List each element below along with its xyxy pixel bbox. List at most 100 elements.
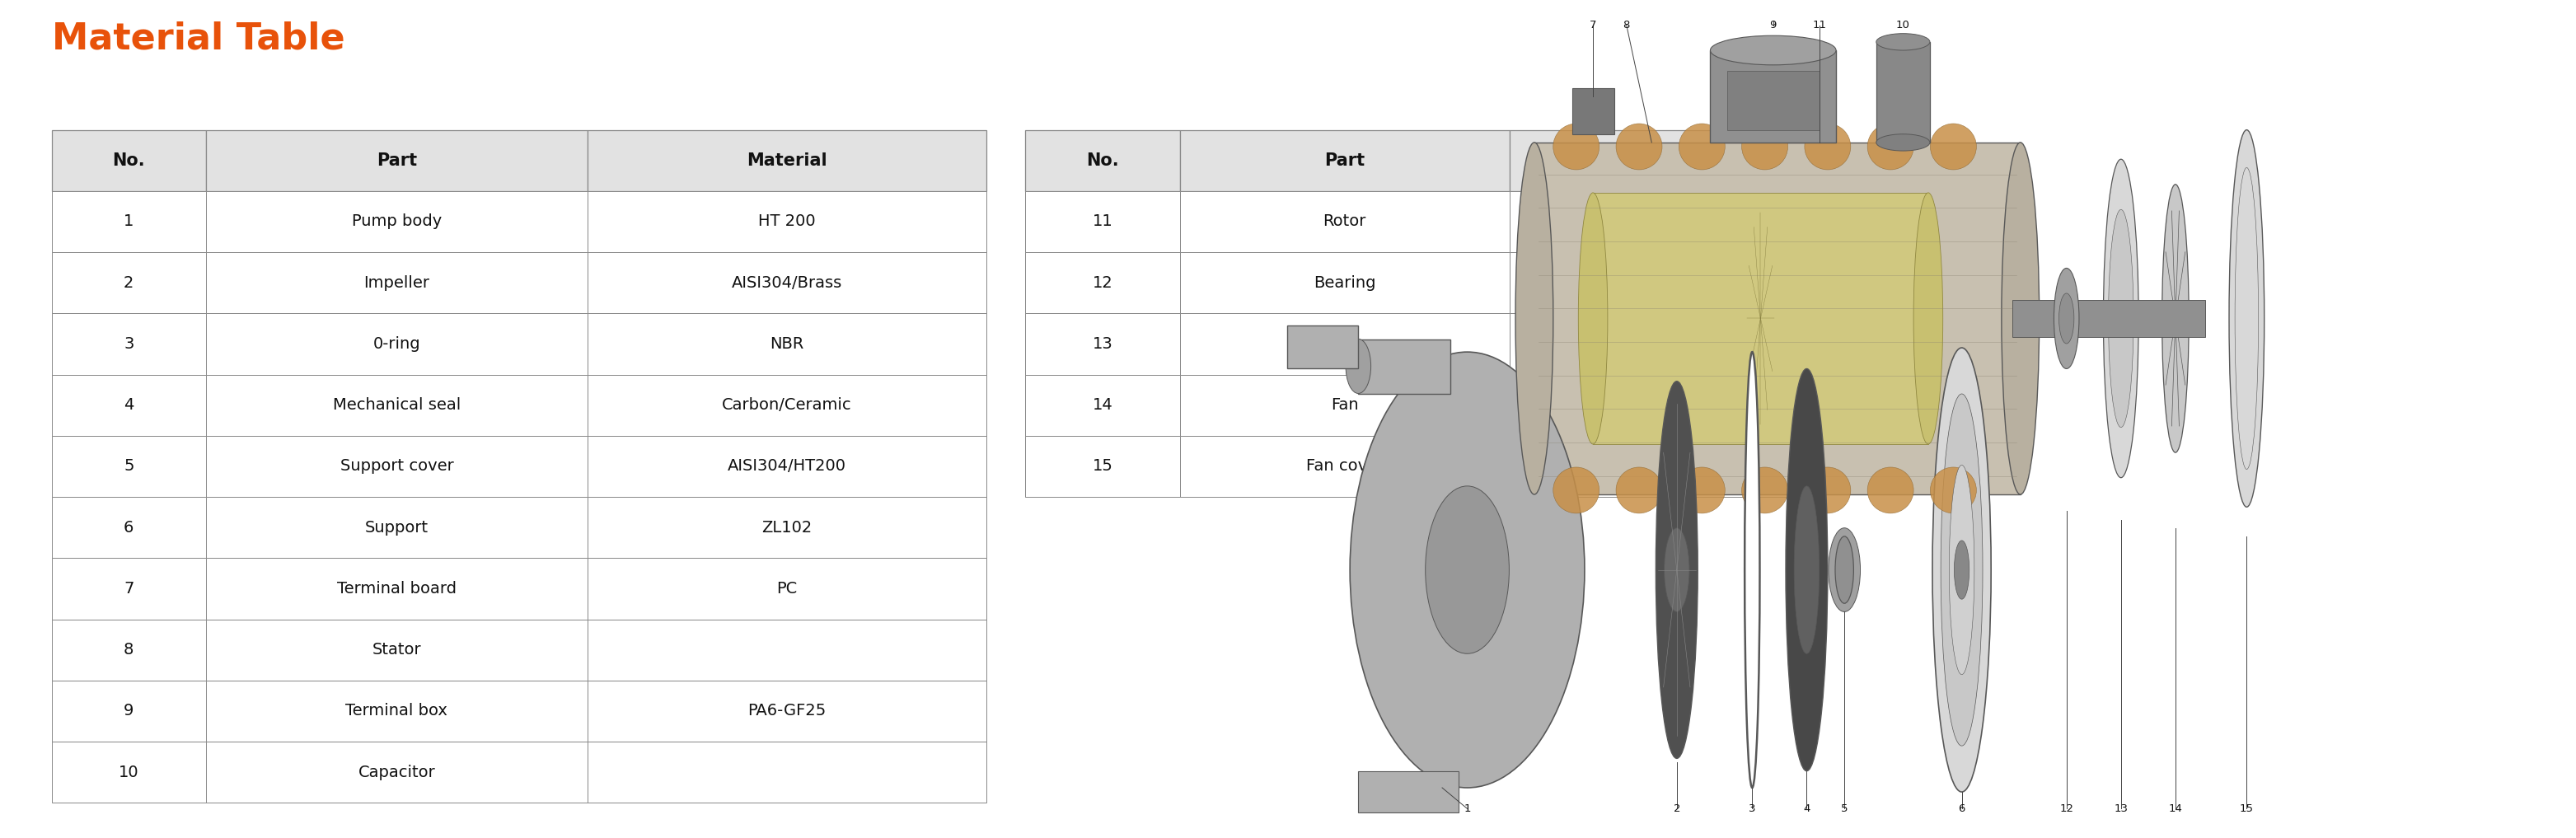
Text: Material Table: Material Table (52, 21, 345, 56)
Bar (206, 191, 587, 252)
Bar (206, 130, 587, 191)
Ellipse shape (2053, 268, 2079, 369)
Bar (1025, 375, 1180, 436)
Text: 1: 1 (1463, 804, 1471, 814)
Text: 12: 12 (2058, 804, 2074, 814)
Text: Support cover: Support cover (340, 458, 453, 474)
Bar (1180, 191, 1510, 252)
Text: Mechanical seal: Mechanical seal (332, 397, 461, 413)
Bar (1510, 375, 1793, 436)
Bar (1025, 252, 1180, 313)
Text: Part: Part (1324, 153, 1365, 168)
Bar (1510, 252, 1793, 313)
Bar (52, 375, 206, 436)
Ellipse shape (1680, 468, 1726, 513)
Ellipse shape (2161, 184, 2190, 453)
Bar (1180, 436, 1510, 497)
Text: 7: 7 (124, 581, 134, 597)
Bar (1535, 142, 2020, 494)
Bar (1592, 193, 1929, 444)
Ellipse shape (1425, 486, 1510, 654)
Text: 15: 15 (1092, 458, 1113, 474)
Ellipse shape (1615, 468, 1662, 513)
Bar (587, 742, 987, 803)
Ellipse shape (1875, 34, 1929, 50)
Text: 13: 13 (1092, 336, 1113, 352)
Ellipse shape (1350, 352, 1584, 788)
Ellipse shape (1785, 369, 1826, 771)
Text: 3: 3 (1749, 804, 1757, 814)
Text: 6: 6 (124, 520, 134, 535)
Bar (1358, 339, 1450, 394)
Ellipse shape (1932, 348, 1991, 792)
Text: Rear cover: Rear cover (1301, 336, 1388, 352)
Ellipse shape (1553, 468, 1600, 513)
Bar (206, 313, 587, 375)
Ellipse shape (1680, 123, 1726, 169)
Text: 1: 1 (124, 214, 134, 230)
Ellipse shape (1929, 468, 1976, 513)
Text: ZL102: ZL102 (762, 520, 811, 535)
Ellipse shape (1806, 468, 1850, 513)
Bar (2012, 300, 2205, 337)
Text: Pump body: Pump body (353, 214, 440, 230)
Ellipse shape (2228, 130, 2264, 507)
Ellipse shape (1515, 142, 1553, 494)
Bar (206, 436, 587, 497)
Ellipse shape (1955, 541, 1968, 599)
Bar (587, 191, 987, 252)
Text: ZL102: ZL102 (1625, 336, 1677, 352)
Ellipse shape (1656, 381, 1698, 758)
Text: Rotor: Rotor (1324, 214, 1365, 230)
Bar (1025, 313, 1180, 375)
Text: PC: PC (775, 581, 799, 597)
Text: 14: 14 (1092, 397, 1113, 413)
Text: AISI304/HT200: AISI304/HT200 (726, 458, 848, 474)
Ellipse shape (1940, 394, 1984, 746)
Bar (1180, 375, 1510, 436)
Text: Material: Material (747, 153, 827, 168)
Ellipse shape (2107, 210, 2133, 427)
Text: 10: 10 (118, 764, 139, 780)
Bar (206, 252, 587, 313)
Text: Terminal board: Terminal board (337, 581, 456, 597)
Text: 11: 11 (1814, 20, 1826, 30)
Ellipse shape (1553, 123, 1600, 169)
Bar (206, 742, 587, 803)
Ellipse shape (1664, 528, 1690, 612)
Bar (587, 619, 987, 680)
Bar (587, 130, 987, 191)
Ellipse shape (1744, 352, 1759, 788)
Ellipse shape (2002, 142, 2040, 494)
Ellipse shape (1829, 528, 1860, 612)
Bar (1180, 313, 1510, 375)
Bar (587, 436, 987, 497)
Ellipse shape (1929, 123, 1976, 169)
Text: 11: 11 (1092, 214, 1113, 230)
Text: Capacitor: Capacitor (358, 764, 435, 780)
Ellipse shape (1749, 369, 1754, 771)
Text: 5: 5 (124, 458, 134, 474)
Text: Terminal box: Terminal box (345, 703, 448, 719)
Bar (1510, 130, 1793, 191)
Ellipse shape (1615, 123, 1662, 169)
Text: 2: 2 (1674, 804, 1680, 814)
Bar (52, 191, 206, 252)
Ellipse shape (1875, 134, 1929, 151)
Text: Fan: Fan (1332, 397, 1358, 413)
Ellipse shape (1741, 123, 1788, 169)
Bar (1025, 436, 1180, 497)
Ellipse shape (1834, 536, 1855, 603)
Bar (52, 558, 206, 619)
Bar (1510, 313, 1793, 375)
Text: 4: 4 (1803, 804, 1811, 814)
Ellipse shape (1345, 339, 1370, 393)
Bar (1025, 130, 1180, 191)
Bar (52, 313, 206, 375)
Ellipse shape (2105, 159, 2138, 478)
Bar (1180, 130, 1510, 191)
Ellipse shape (1868, 468, 1914, 513)
Bar (1875, 42, 1929, 142)
Ellipse shape (1741, 468, 1788, 513)
Ellipse shape (1579, 193, 1607, 444)
